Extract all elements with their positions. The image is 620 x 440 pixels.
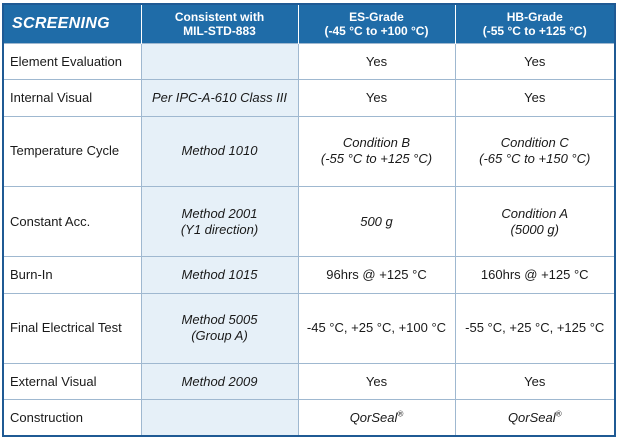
es-grade-cell: 96hrs @ +125 °C (298, 256, 456, 294)
hb-grade-cell: QorSeal® (455, 399, 614, 435)
hb-grade-cell: Condition C (-65 °C to +150 °C) (455, 115, 614, 187)
es-grade-cell: Condition B (-55 °C to +125 °C) (298, 115, 456, 187)
row-element-evaluation: Element Evaluation Yes Yes (4, 42, 614, 80)
hb-grade-cell: Condition A (5000 g) (455, 185, 614, 257)
mil-std-cell: Method 1010 (141, 115, 299, 187)
cell-line: 500 g (360, 213, 393, 229)
header-es-grade: ES-Grade (-45 °C to +100 °C) (298, 5, 456, 44)
row-label: Burn-In (4, 256, 142, 294)
row-label: Temperature Cycle (4, 115, 142, 187)
mil-std-cell: Per IPC-A-610 Class III (141, 79, 299, 117)
mil-std-cell: Method 2009 (141, 362, 299, 400)
header-screening: SCREENING (4, 5, 142, 44)
cell-line: Method 5005 (181, 312, 258, 328)
hb-grade-cell: 160hrs @ +125 °C (455, 256, 614, 294)
row-temperature-cycle: Temperature Cycle Method 1010 Condition … (4, 115, 614, 187)
cell-line: (Group A) (191, 328, 248, 344)
header-mil-std: Consistent with MIL-STD-883 (141, 5, 299, 44)
row-external-visual: External Visual Method 2009 Yes Yes (4, 362, 614, 400)
cell-line: Condition A (501, 205, 569, 221)
cell-line: (5000 g) (510, 221, 559, 237)
cell-line: Per IPC-A-610 Class III (151, 89, 288, 105)
hb-grade-cell: -55 °C, +25 °C, +125 °C (455, 292, 614, 364)
row-constant-acc: Constant Acc. Method 2001 (Y1 direction)… (4, 185, 614, 257)
mil-std-cell (141, 399, 299, 435)
row-label: Final Electrical Test (4, 292, 142, 364)
cell-line: Yes (524, 373, 546, 389)
cell-line: Yes (365, 89, 388, 105)
header-row: SCREENING Consistent with MIL-STD-883 ES… (4, 5, 614, 44)
es-grade-cell: -45 °C, +25 °C, +100 °C (298, 292, 456, 364)
cell-line: -45 °C, +25 °C, +100 °C (306, 320, 447, 336)
es-grade-cell: Yes (298, 362, 456, 400)
header-hb-grade-line-1: HB-Grade (506, 10, 563, 24)
row-label: Construction (4, 399, 142, 435)
hb-grade-cell: Yes (455, 42, 614, 80)
hb-grade-cell: Yes (455, 362, 614, 400)
es-grade-cell: 500 g (298, 185, 456, 257)
qorseal-text: QorSeal (349, 409, 398, 425)
cell-line: Yes (365, 53, 388, 69)
es-grade-cell: Yes (298, 42, 456, 80)
header-es-grade-line-1: ES-Grade (349, 10, 404, 24)
qorseal-text: QorSeal (507, 409, 556, 425)
hb-grade-cell: Yes (455, 79, 614, 117)
cell-line: Condition B (342, 135, 411, 151)
row-label: External Visual (4, 362, 142, 400)
screening-table-frame: SCREENING Consistent with MIL-STD-883 ES… (2, 3, 616, 437)
mil-std-cell: Method 5005 (Group A) (141, 292, 299, 364)
header-hb-grade: HB-Grade (-55 °C to +125 °C) (455, 5, 614, 44)
header-mil-std-line-2: MIL-STD-883 (183, 24, 256, 38)
registered-mark: ® (397, 409, 404, 419)
screening-table: SCREENING Consistent with MIL-STD-883 ES… (4, 5, 614, 435)
row-construction: Construction QorSeal® QorSeal® (4, 399, 614, 435)
cell-line: Yes (524, 89, 546, 105)
cell-line: Method 1010 (181, 143, 258, 159)
row-label: Internal Visual (4, 79, 142, 117)
header-mil-std-line-1: Consistent with (174, 10, 265, 24)
cell-line: Condition C (500, 135, 569, 151)
cell-line: Method 2009 (181, 373, 258, 389)
cell-line: 96hrs @ +125 °C (326, 266, 427, 282)
row-burn-in: Burn-In Method 1015 96hrs @ +125 °C 160h… (4, 256, 614, 294)
row-label: Constant Acc. (4, 185, 142, 257)
cell-line: Method 1015 (181, 266, 258, 282)
header-hb-grade-line-2: (-55 °C to +125 °C) (482, 24, 587, 38)
row-label: Element Evaluation (4, 42, 142, 80)
cell-line: Yes (365, 373, 388, 389)
cell-line: 160hrs @ +125 °C (480, 266, 589, 282)
mil-std-cell: Method 1015 (141, 256, 299, 294)
cell-line: -55 °C, +25 °C, +125 °C (465, 320, 605, 336)
row-final-electrical-test: Final Electrical Test Method 5005 (Group… (4, 292, 614, 364)
es-grade-cell: Yes (298, 79, 456, 117)
mil-std-cell: Method 2001 (Y1 direction) (141, 185, 299, 257)
cell-line: (Y1 direction) (180, 221, 259, 237)
header-es-grade-line-2: (-45 °C to +100 °C) (324, 24, 429, 38)
cell-line: Method 2001 (181, 205, 258, 221)
mil-std-cell (141, 42, 299, 80)
es-grade-cell: QorSeal® (298, 399, 456, 435)
cell-line: (-65 °C to +150 °C) (479, 151, 591, 167)
row-internal-visual: Internal Visual Per IPC-A-610 Class III … (4, 79, 614, 117)
cell-line: Yes (524, 53, 546, 69)
registered-mark: ® (555, 409, 562, 419)
cell-line: (-55 °C to +125 °C) (320, 151, 433, 167)
